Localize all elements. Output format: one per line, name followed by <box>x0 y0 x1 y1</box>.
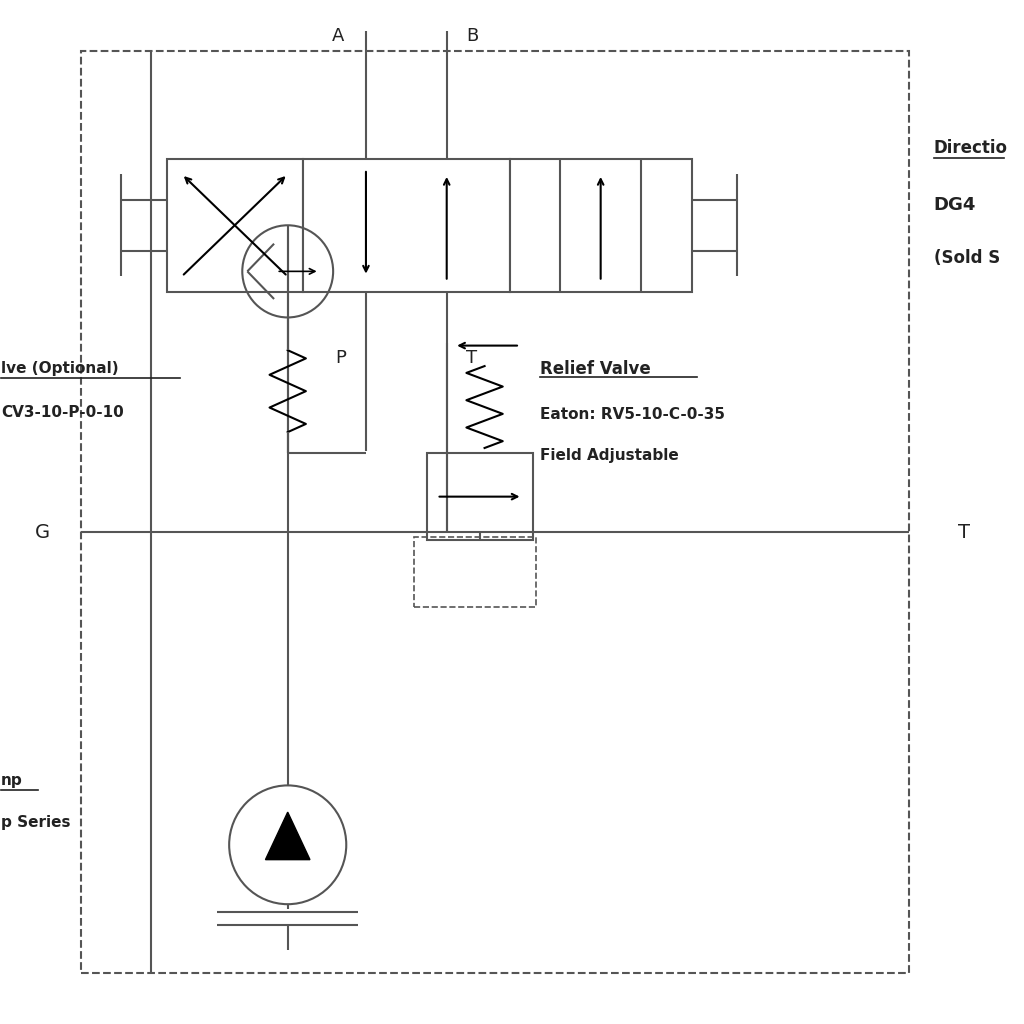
Text: np: np <box>1 773 23 787</box>
Polygon shape <box>265 812 310 860</box>
Text: Directio: Directio <box>934 139 1008 158</box>
Text: T: T <box>958 523 970 542</box>
Bar <box>303 159 510 292</box>
Text: T: T <box>466 349 477 368</box>
Text: B: B <box>466 27 478 45</box>
Text: G: G <box>35 523 50 542</box>
Bar <box>427 453 532 541</box>
Text: DG4: DG4 <box>934 196 976 214</box>
Bar <box>415 537 536 606</box>
Bar <box>81 51 908 973</box>
Text: Eaton: RV5-10-C-0-35: Eaton: RV5-10-C-0-35 <box>540 408 725 422</box>
Bar <box>510 159 691 292</box>
Text: p Series: p Series <box>1 815 71 829</box>
Text: CV3-10-P-0-10: CV3-10-P-0-10 <box>1 406 124 420</box>
Bar <box>167 159 303 292</box>
Text: (Sold S: (Sold S <box>934 249 1000 267</box>
Text: Field Adjustable: Field Adjustable <box>540 449 679 463</box>
Text: A: A <box>332 27 344 45</box>
Text: P: P <box>335 349 346 368</box>
Text: lve (Optional): lve (Optional) <box>1 361 119 376</box>
Text: Relief Valve: Relief Valve <box>540 359 651 378</box>
